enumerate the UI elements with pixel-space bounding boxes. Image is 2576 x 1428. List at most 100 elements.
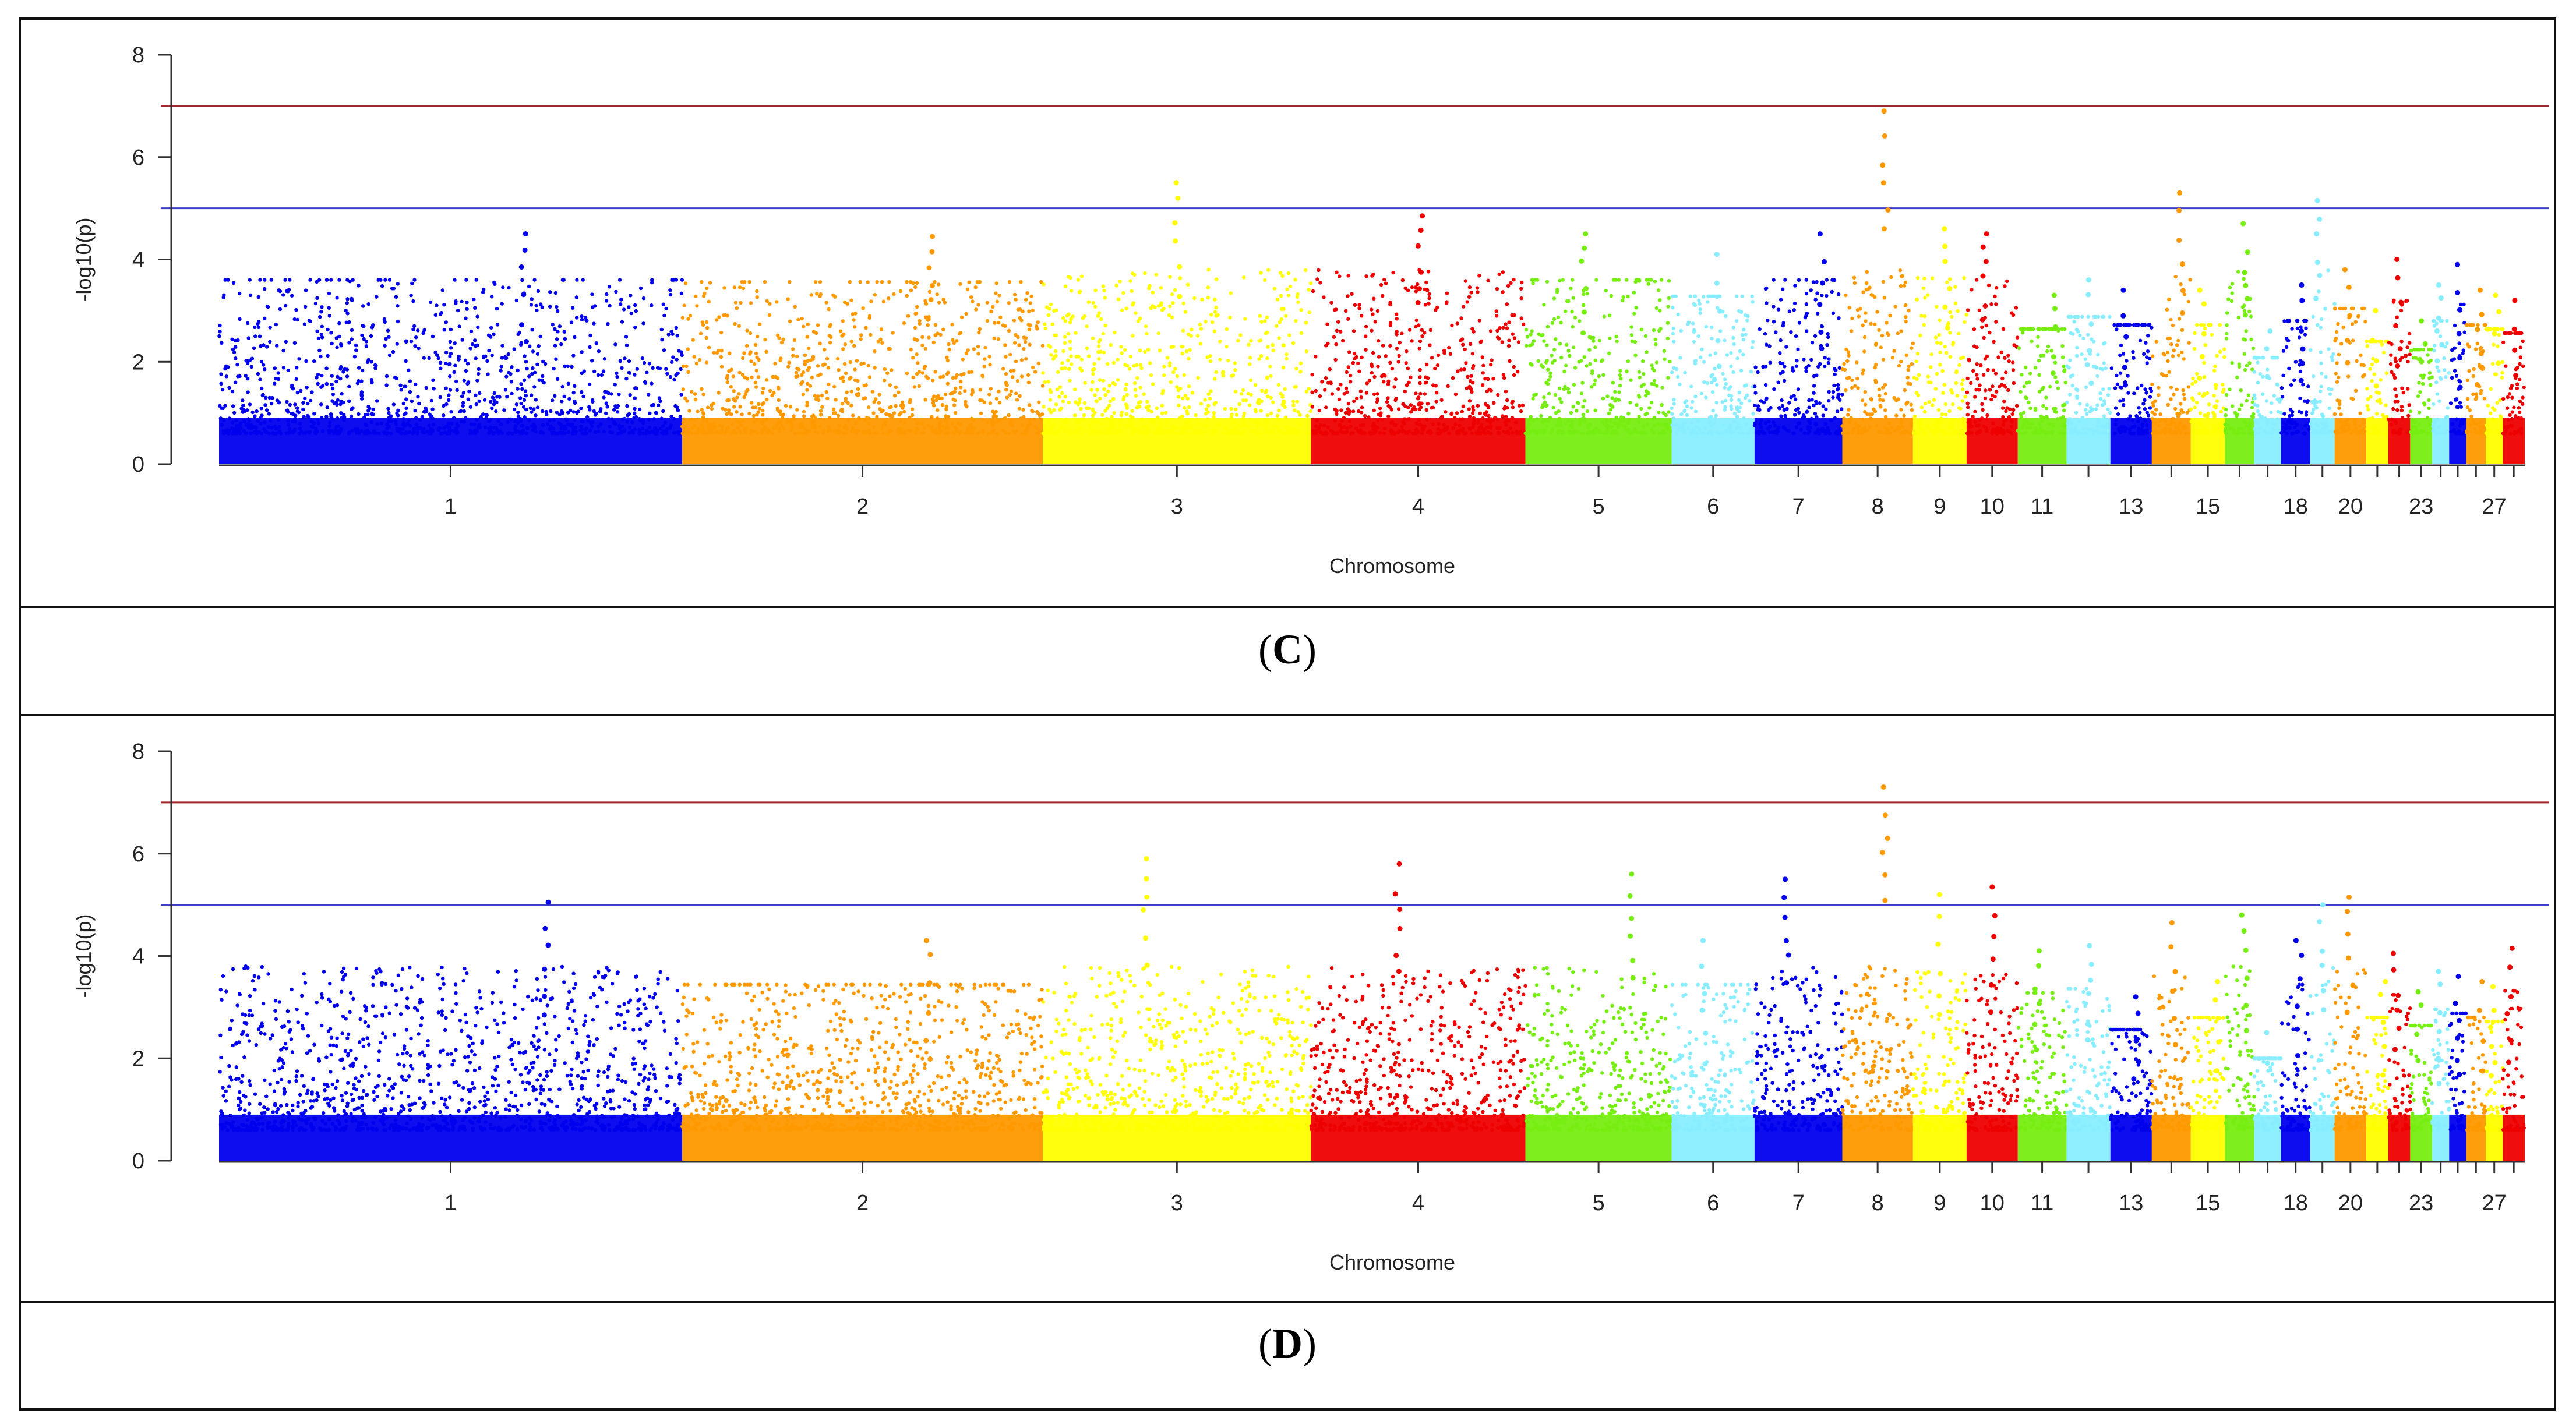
snp-point [1181, 396, 1185, 401]
snp-point [1652, 328, 1656, 333]
snp-point [527, 374, 531, 379]
snp-point [1804, 302, 1809, 306]
snp-point [1182, 373, 1187, 377]
snp-point [463, 358, 468, 362]
snp-point [261, 363, 266, 367]
snp-point [1957, 363, 1961, 367]
snp-point [756, 431, 760, 435]
snp-point [1608, 313, 1612, 317]
snp-point [1977, 308, 1981, 312]
snp-point [923, 299, 927, 303]
snp-point [854, 431, 859, 436]
snp-point [1230, 374, 1234, 378]
snp-point [1458, 428, 1462, 432]
snp-point [1422, 425, 1426, 429]
snp-point [1590, 385, 1594, 389]
snp-point [1927, 380, 1931, 384]
snp-point [1406, 288, 1410, 292]
snp-point [1097, 311, 1102, 315]
snp-point [708, 281, 712, 285]
snp-point [1737, 398, 1741, 402]
snp-peak-point [926, 265, 932, 271]
snp-point [824, 301, 828, 305]
snp-point [1765, 342, 1769, 347]
snp-point [751, 413, 756, 418]
snp-point [833, 411, 838, 415]
snp-point [1134, 394, 1138, 398]
snp-point [1494, 309, 1498, 313]
snp-point [320, 335, 324, 340]
snp-point [1932, 423, 1936, 427]
snp-point [1759, 418, 1763, 422]
snp-point [1042, 282, 1046, 287]
snp-point [230, 432, 234, 436]
snp-point [1940, 412, 1945, 416]
snp-point [2002, 430, 2006, 434]
snp-point [701, 393, 705, 397]
snp-point [1671, 331, 1675, 336]
snp-point [1079, 407, 1083, 411]
snp-point [1381, 294, 1385, 298]
snp-point [347, 430, 351, 434]
snp-point [1815, 291, 1819, 295]
snp-point [1293, 408, 1297, 412]
snp-point [1051, 357, 1056, 361]
snp-point [1067, 400, 1071, 405]
snp-point [319, 333, 323, 337]
snp-point [779, 412, 783, 416]
snp-point [1453, 415, 1457, 420]
snp-point [1855, 376, 1859, 381]
snp-point [1349, 432, 1353, 436]
snp-point [1731, 335, 1735, 340]
snp-point [1837, 366, 1841, 370]
snp-point [969, 393, 974, 397]
snp-point [1283, 415, 1288, 419]
snp-point [1043, 322, 1047, 326]
snp-point [462, 420, 467, 424]
snp-point [903, 420, 907, 425]
snp-point [1545, 403, 1549, 408]
snp-peak-point [1880, 180, 1886, 186]
snp-point [1735, 319, 1739, 323]
snp-point [1579, 391, 1584, 395]
snp-point [954, 386, 958, 390]
snp-point [1618, 369, 1622, 373]
snp-point [827, 334, 832, 338]
snp-point [717, 349, 721, 353]
snp-point [994, 281, 998, 285]
snp-point [1919, 314, 1924, 318]
snp-point [633, 396, 637, 400]
snp-point [1353, 303, 1357, 307]
snp-point [1175, 385, 1179, 389]
snp-point [1985, 413, 1989, 418]
snp-point [447, 426, 452, 430]
snp-point [334, 336, 338, 340]
snp-point [1167, 364, 1172, 368]
snp-point [495, 307, 499, 311]
snp-point [1317, 268, 1321, 272]
snp-point [1815, 280, 1819, 284]
snp-point [846, 401, 850, 405]
snp-point [457, 354, 461, 359]
snp-point [1169, 345, 1173, 349]
snp-point [733, 301, 738, 305]
snp-point [844, 424, 848, 428]
snp-point [1074, 421, 1079, 425]
snp-point [878, 407, 882, 411]
snp-point [1753, 365, 1758, 369]
snp-point [1517, 404, 1522, 408]
snp-point [1275, 425, 1279, 429]
snp-point [1178, 416, 1182, 420]
snp-point [1348, 373, 1353, 378]
snp-point [1243, 430, 1247, 434]
snp-point [1652, 368, 1656, 373]
snp-point [697, 358, 702, 362]
snp-point [573, 401, 577, 405]
snp-point [293, 402, 297, 407]
snp-point [1103, 296, 1107, 300]
snp-point [1010, 423, 1015, 427]
snp-point [1099, 349, 1103, 354]
snp-peak-point [1882, 133, 1887, 139]
snp-point [1982, 424, 1986, 429]
snp-point [1735, 356, 1739, 360]
